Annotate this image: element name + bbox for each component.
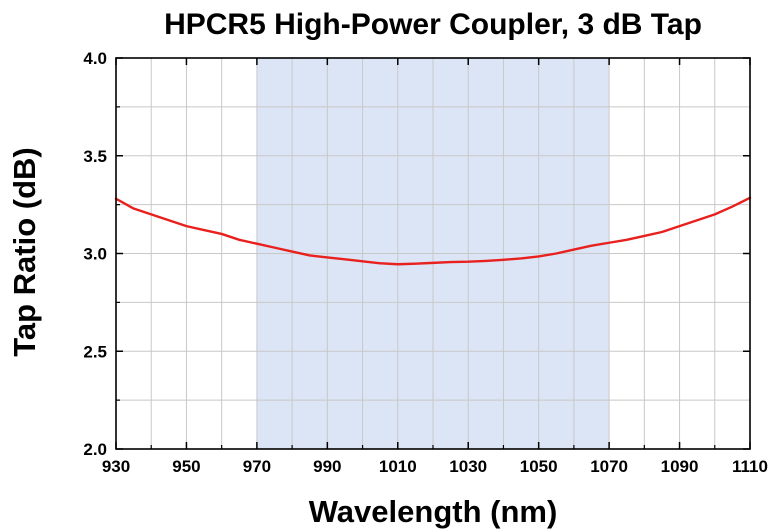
series-layer [114,196,752,266]
y-tick-label: 3.0 [83,245,107,264]
x-tick-label: 930 [102,457,130,476]
y-axis-label: Tap Ratio (dB) [7,147,42,357]
series-line [114,196,752,266]
y-tick-label: 4.0 [83,49,107,68]
x-tick-label: 1030 [449,457,487,476]
x-tick-label: 950 [172,457,200,476]
y-tick-label: 2.5 [83,342,107,361]
y-tick-label: 3.5 [83,147,107,166]
x-tick-label: 1050 [520,457,558,476]
y-axis-ticks: 2.0 2.5 3.0 3.5 4.0 [83,49,750,459]
grid-layer [116,58,750,449]
x-tick-label: 990 [313,457,341,476]
x-tick-label: 1090 [661,457,699,476]
x-tick-label: 1110 [732,457,768,476]
x-tick-label: 970 [243,457,271,476]
y-tick-label: 2.0 [83,440,107,459]
x-tick-label: 1070 [590,457,628,476]
x-axis-ticks: 930 950 970 990 1010 1030 1050 1070 1090 1110 [102,58,768,476]
x-axis-label: Wavelength (nm) [309,494,558,529]
chart-title: HPCR5 High-Power Coupler, 3 dB Tap [164,8,702,41]
x-tick-label: 1010 [379,457,417,476]
